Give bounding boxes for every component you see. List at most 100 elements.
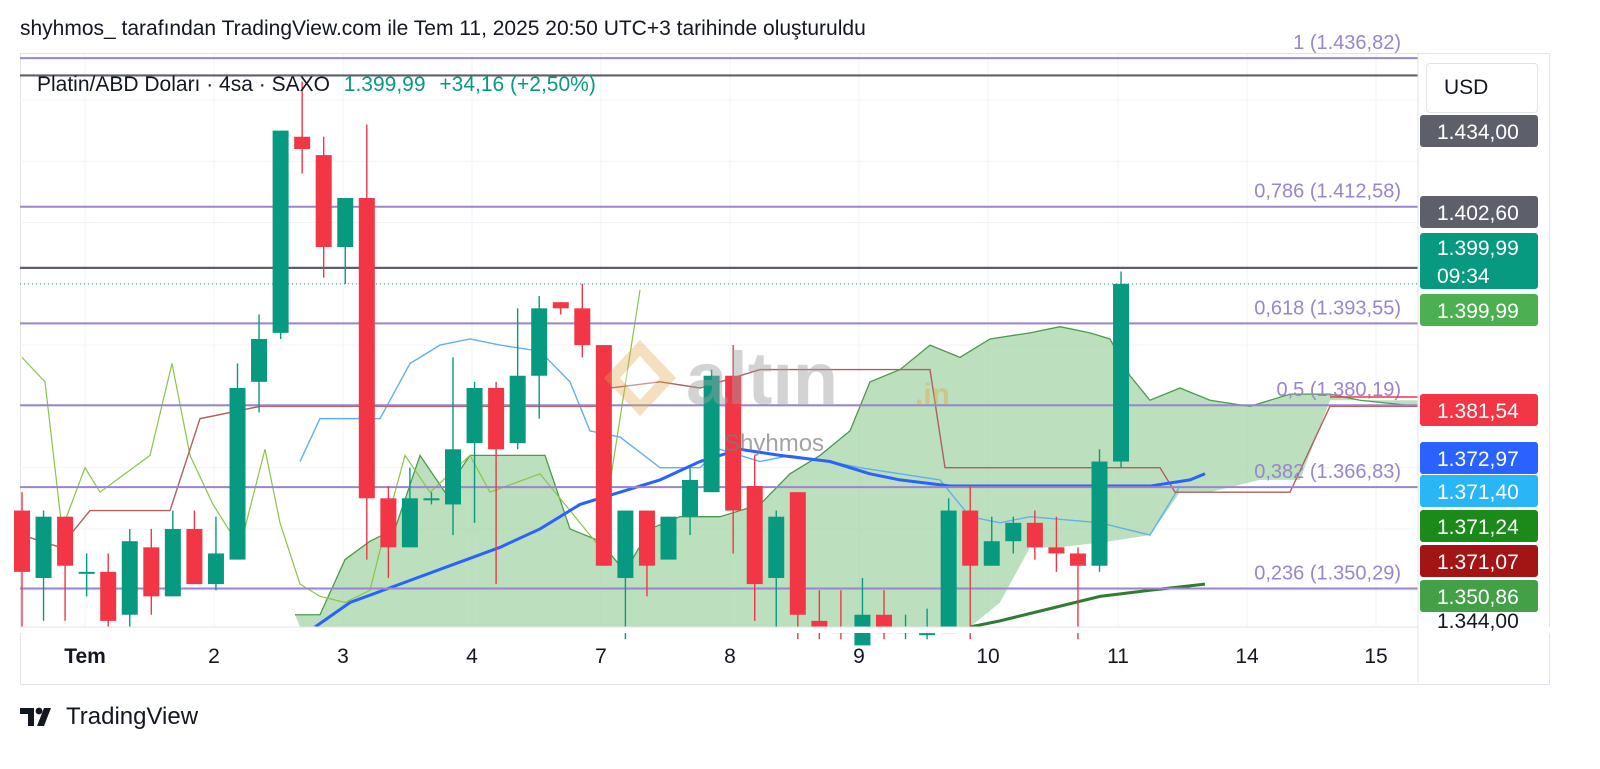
candle-body xyxy=(445,449,461,505)
candle xyxy=(1048,516,1065,572)
candle-body xyxy=(100,571,117,621)
candle-body xyxy=(962,510,979,566)
price-label-bg xyxy=(1420,442,1538,474)
candle-body xyxy=(315,155,332,248)
candle xyxy=(315,136,332,278)
candle xyxy=(100,553,117,634)
candle-body xyxy=(78,571,95,574)
candle-body xyxy=(703,375,720,493)
candle xyxy=(768,510,785,627)
candle xyxy=(401,467,418,548)
price-label-bg xyxy=(1420,580,1538,612)
price-label-badge: 1.371,24 xyxy=(1420,510,1538,542)
brand-name: TradingView xyxy=(66,703,199,730)
candle-body xyxy=(789,492,806,615)
price-label-bg xyxy=(1420,233,1538,289)
candle-body xyxy=(1091,461,1108,566)
candle xyxy=(746,455,763,621)
altin-logo-icon xyxy=(604,340,676,416)
time-axis-tick: 8 xyxy=(724,645,736,668)
price-label-bg xyxy=(1420,294,1538,326)
candle-body xyxy=(1069,553,1086,566)
candle xyxy=(358,124,375,560)
candle-body xyxy=(940,510,957,634)
candle-body xyxy=(207,553,224,585)
candle-body xyxy=(746,486,763,585)
candle xyxy=(466,381,483,523)
price-label-bg xyxy=(1420,510,1538,542)
plot-bottom-mask xyxy=(20,627,1550,633)
watermark-suffix: .in xyxy=(915,378,950,411)
price-label-text: 1.371,24 xyxy=(1437,516,1519,539)
fib-level-label: 0,236 (1.350,29) xyxy=(1254,562,1401,584)
candle xyxy=(143,528,160,615)
candle xyxy=(531,296,548,419)
candle-body xyxy=(358,198,375,499)
candle xyxy=(186,510,203,585)
candle xyxy=(337,198,354,284)
time-axis-tick: Tem xyxy=(64,645,106,668)
candle-body xyxy=(660,516,677,560)
candle xyxy=(57,516,74,621)
candle-body xyxy=(143,547,160,597)
candle-body xyxy=(251,338,268,382)
candle-body xyxy=(725,375,742,511)
candle xyxy=(682,467,699,536)
candle xyxy=(78,553,95,597)
candle xyxy=(595,345,612,566)
candle xyxy=(35,510,52,621)
candle-body xyxy=(380,498,397,548)
candle-body xyxy=(229,387,246,560)
candle-body xyxy=(272,130,289,333)
candle-body xyxy=(14,510,30,572)
time-axis-tick: 3 xyxy=(337,645,349,668)
price-label-badge: 1.434,00 xyxy=(1420,115,1538,147)
price-label-text: 1.434,00 xyxy=(1437,121,1519,144)
symbol-label: Platin/ABD Doları · 4sa · SAXO xyxy=(37,73,330,96)
tradingview-brand: TradingView xyxy=(20,703,198,731)
currency-button[interactable]: USD xyxy=(1426,63,1538,113)
price-label-badge: 1.371,07 xyxy=(1420,545,1538,577)
candle xyxy=(445,357,461,536)
candle-body xyxy=(186,528,203,585)
candle-body xyxy=(531,308,548,376)
candle xyxy=(14,492,30,634)
fib-level-label: 1 (1.436,82) xyxy=(1293,32,1401,54)
candle xyxy=(164,510,181,597)
candle xyxy=(294,81,311,174)
candle xyxy=(488,381,505,585)
fib-level-label: 0,5 (1.380,19) xyxy=(1276,379,1401,401)
candle-body xyxy=(35,516,52,578)
chart-caption: shyhmos_ tarafından TradingView.com ile … xyxy=(20,17,866,40)
last-price: 1.399,99 xyxy=(343,73,426,96)
fib-level-label: 0,382 (1.366,83) xyxy=(1254,461,1401,483)
candle xyxy=(962,486,979,640)
fib-level-label: 0,618 (1.393,55) xyxy=(1254,297,1401,319)
watermark-diamond-inner xyxy=(620,356,660,400)
candle-body xyxy=(638,510,655,566)
candle-body xyxy=(488,387,505,450)
watermark-diamond xyxy=(604,340,676,416)
time-axis-tick: 11 xyxy=(1107,645,1129,668)
candle xyxy=(983,516,1000,566)
price-axis-tick: 1.344,00 xyxy=(1437,610,1519,633)
price-label-badge: 1.372,97 xyxy=(1420,442,1538,474)
candle xyxy=(380,486,397,578)
candle-body xyxy=(294,136,311,149)
price-label-text: 1.399,99 xyxy=(1437,300,1519,323)
time-axis-tick: 4 xyxy=(466,645,478,668)
candle xyxy=(509,308,526,450)
ichimoku-cloud xyxy=(295,326,1418,627)
price-label-bg xyxy=(1420,115,1538,147)
candle-body xyxy=(983,541,1000,566)
candle-body xyxy=(509,375,526,444)
candle-body xyxy=(595,345,612,566)
price-label-badge: 1.399,99 xyxy=(1420,294,1538,326)
tenkan-line xyxy=(299,338,1181,536)
price-label-text: 1.381,54 xyxy=(1437,400,1519,423)
candle-body xyxy=(682,479,699,517)
candle xyxy=(1091,449,1108,572)
price-label-text: 1.350,86 xyxy=(1437,586,1519,609)
candle-body xyxy=(617,510,634,578)
